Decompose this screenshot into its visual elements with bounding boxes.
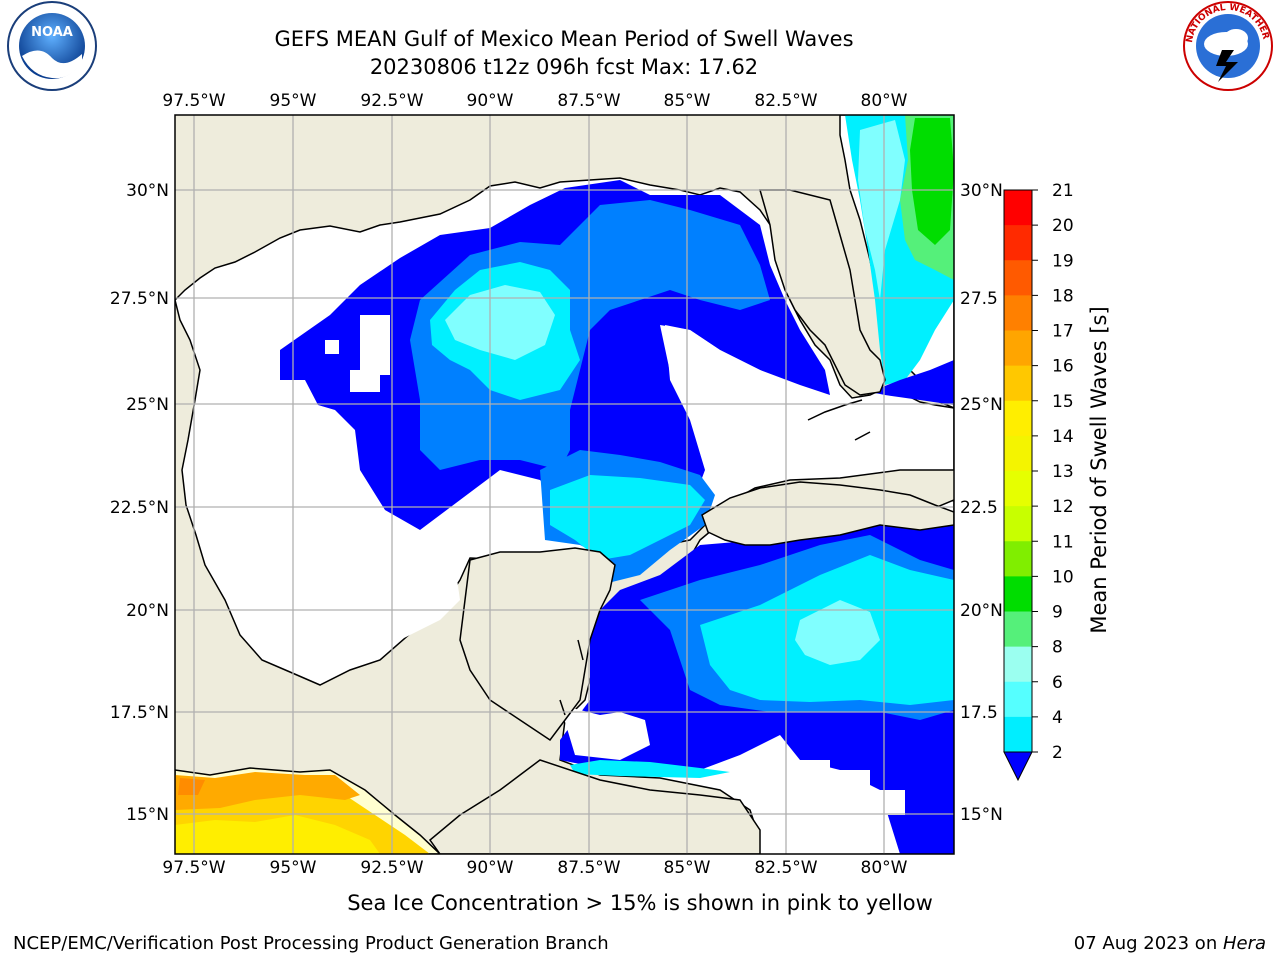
lat-label: 30°N (960, 181, 1003, 201)
lat-lon-grid (175, 115, 954, 854)
lon-label: 87.5°W (557, 91, 620, 111)
colorbar-tick-label: 8 (1052, 638, 1063, 658)
noaa-logo: NOAA (7, 1, 97, 91)
colorbar-segment (1004, 365, 1032, 402)
lon-label: 85°W (664, 91, 711, 111)
map-frame (174, 114, 955, 855)
colorbar-tick-label: 9 (1052, 603, 1063, 623)
lon-label: 80°W (861, 91, 908, 111)
colorbar-segment (1004, 330, 1032, 367)
lat-label: 27.5°N (110, 289, 169, 309)
colorbar-tick-label: 18 (1052, 286, 1074, 306)
colorbar-extend-arrow (1003, 751, 1033, 782)
map-plot-area (175, 115, 954, 854)
colorbar-segment (1004, 646, 1032, 683)
lon-label: 80°W (861, 858, 908, 878)
machine-name: Hera (1222, 933, 1266, 954)
lat-labels-left: 30°N 27.5°N 25°N 22.5°N 20°N 17.5°N 15°N (110, 181, 169, 825)
lat-label: 15°N (960, 805, 1003, 825)
landmasses (428, 189, 954, 854)
map-subtitle: 20230806 t12z 096h fcst Max: 17.62 (369, 55, 759, 79)
lat-label: 25°N (960, 395, 1003, 415)
colorbar-segment (1004, 225, 1032, 261)
map-title: GEFS MEAN Gulf of Mexico Mean Period of … (274, 27, 854, 51)
colorbar-tick-label: 16 (1052, 357, 1074, 377)
lon-label: 97.5°W (162, 858, 225, 878)
lat-label: 15°N (126, 805, 169, 825)
central-america (428, 759, 761, 854)
lat-label: 30°N (126, 181, 169, 201)
lon-label: 87.5°W (557, 858, 620, 878)
colorbar-tick-label: 11 (1052, 532, 1074, 552)
lon-label: 95°W (270, 91, 317, 111)
colorbar-segment (1004, 260, 1032, 296)
colorbar-segment (1004, 190, 1032, 226)
credit-text: NCEP/EMC/Verification Post Processing Pr… (13, 933, 609, 954)
lat-label: 17.5°N (110, 703, 169, 723)
lon-label: 92.5°W (360, 91, 423, 111)
nws-logo-text: NATIONAL WEATHER SERVICE (0, 0, 1271, 44)
colorbar-tick-label: 17 (1052, 322, 1074, 342)
lat-label: 25°N (126, 395, 169, 415)
gulf-swell-fill (280, 180, 830, 585)
coastline-details (559, 399, 871, 716)
lon-label: 95°W (270, 858, 317, 878)
colorbar-tick-label: 15 (1052, 392, 1074, 412)
nws-logo: NATIONAL WEATHER SERVICE (0, 0, 1273, 91)
colorbar-tick-label: 12 (1052, 497, 1074, 517)
florida-peninsula (759, 189, 886, 396)
lat-label: 27.5 (960, 289, 998, 309)
colorbar-segment (1004, 716, 1032, 753)
colorbar-segment (1004, 681, 1032, 718)
lon-label: 82.5°W (754, 91, 817, 111)
yucatan-peninsula (459, 547, 616, 742)
lat-label: 20°N (960, 601, 1003, 621)
colorbar-tick-label: 21 (1052, 181, 1074, 201)
lon-labels-top: 97.5°W 95°W 92.5°W 90°W 87.5°W 85°W 82.5… (162, 91, 907, 111)
lon-labels-bottom: 97.5°W 95°W 92.5°W 90°W 87.5°W 85°W 82.5… (162, 858, 907, 878)
colorbar-tick-label: 19 (1052, 251, 1074, 271)
lon-label: 90°W (467, 91, 514, 111)
colorbar-segment (1004, 576, 1032, 612)
lon-label: 90°W (467, 858, 514, 878)
cuba-island (701, 481, 954, 546)
colorbar-tick-label: 14 (1052, 427, 1074, 447)
colorbar-tick-label: 13 (1052, 462, 1074, 482)
lat-label: 20°N (126, 601, 169, 621)
colorbar-segment (1004, 400, 1032, 437)
date-prefix: 07 Aug 2023 on (1073, 933, 1223, 954)
lat-labels-right: 30°N 27.5 25°N 22.5 20°N 17.5 15°N (960, 181, 1003, 825)
colorbar-segment (1004, 435, 1032, 472)
lat-label: 17.5 (960, 703, 998, 723)
colorbar-tick-label: 6 (1052, 673, 1063, 693)
colorbar-tick-label: 20 (1052, 216, 1074, 236)
pacific-swell-fill (175, 772, 430, 854)
lon-label: 92.5°W (360, 858, 423, 878)
date-text: 07 Aug 2023 on Hera (1074, 933, 1266, 954)
lon-label: 85°W (664, 858, 711, 878)
lat-label: 22.5 (960, 498, 998, 518)
atlantic-swell-fill (845, 115, 954, 405)
colorbar-segment (1004, 471, 1032, 507)
colorbar-segment (1004, 295, 1032, 331)
sea-ice-note: Sea Ice Concentration > 15% is shown in … (347, 891, 933, 915)
colorbar-segment (1004, 611, 1032, 648)
map-figure: NOAA NATIONAL WEATHER SERVICE (0, 0, 1273, 878)
colorbar: 21 20 19 18 17 16 15 14 13 12 11 10 9 8 6 4 2 (1003, 181, 1074, 782)
colorbar-tick-label: 10 (1052, 567, 1074, 587)
noaa-logo-text: NOAA (31, 25, 73, 40)
colorbar-tick-label: 4 (1052, 708, 1063, 728)
lon-label: 97.5°W (162, 91, 225, 111)
colorbar-label: Mean Period of Swell Waves [s] (1087, 306, 1111, 633)
colorbar-segment (1004, 541, 1032, 577)
gulf-white-areas (325, 315, 905, 854)
lon-label: 82.5°W (754, 858, 817, 878)
lat-label: 22.5°N (110, 498, 169, 518)
colorbar-segment (1004, 506, 1032, 542)
colorbar-tick-label: 2 (1052, 743, 1063, 763)
